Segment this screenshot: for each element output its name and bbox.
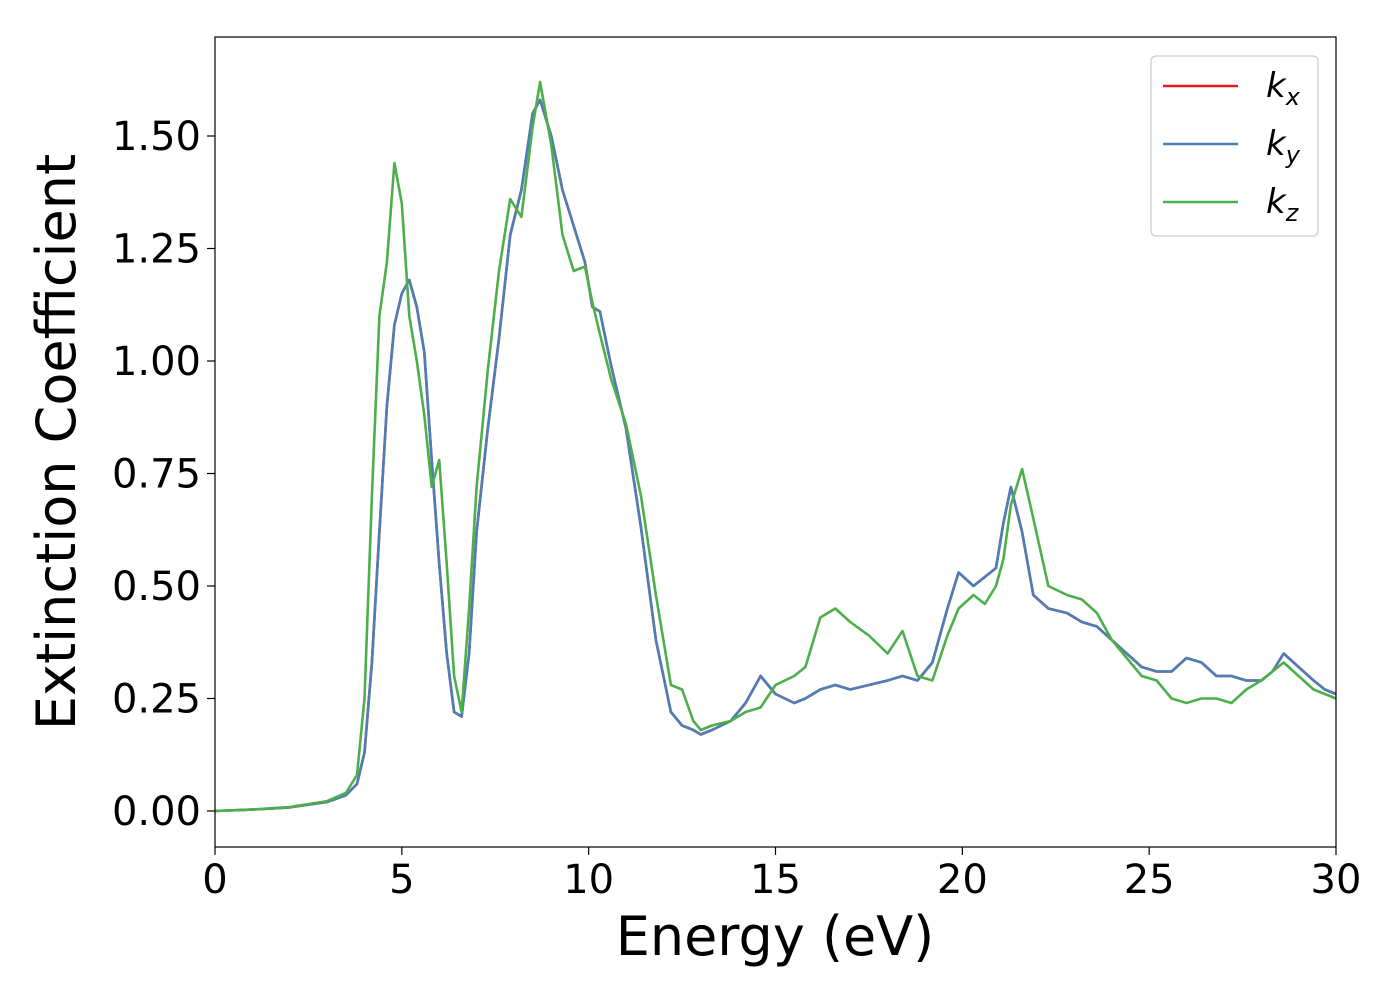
y-tick-label: 1.00 bbox=[112, 339, 201, 385]
x-tick-label: 20 bbox=[937, 857, 988, 903]
x-tick-label: 15 bbox=[750, 857, 801, 903]
y-axis-ticks: 0.00 0.25 0.50 0.75 1.00 1.25 1.50 bbox=[112, 114, 215, 835]
legend-box bbox=[1150, 55, 1319, 237]
plot-lines bbox=[214, 80, 1337, 813]
y-axis-title: Extinction Coefficient bbox=[25, 154, 88, 730]
y-tick-label: 1.25 bbox=[112, 227, 201, 273]
y-tick-label: 0.25 bbox=[112, 677, 201, 723]
legend-label-kz: kz bbox=[1266, 182, 1300, 227]
x-tick-label: 0 bbox=[202, 857, 227, 903]
x-axis-title: Energy (eV) bbox=[616, 905, 935, 968]
x-tick-label: 25 bbox=[1124, 857, 1175, 903]
y-tick-label: 0.00 bbox=[112, 789, 201, 835]
series-line-kz bbox=[214, 80, 1337, 813]
y-tick-label: 0.50 bbox=[112, 564, 201, 610]
x-axis-ticks: 0 5 10 15 20 25 30 bbox=[202, 847, 1361, 903]
x-tick-label: 30 bbox=[1311, 857, 1362, 903]
x-tick-label: 10 bbox=[563, 857, 614, 903]
y-tick-label: 1.50 bbox=[112, 114, 201, 160]
x-tick-label: 5 bbox=[389, 857, 414, 903]
y-tick-label: 0.75 bbox=[112, 452, 201, 498]
